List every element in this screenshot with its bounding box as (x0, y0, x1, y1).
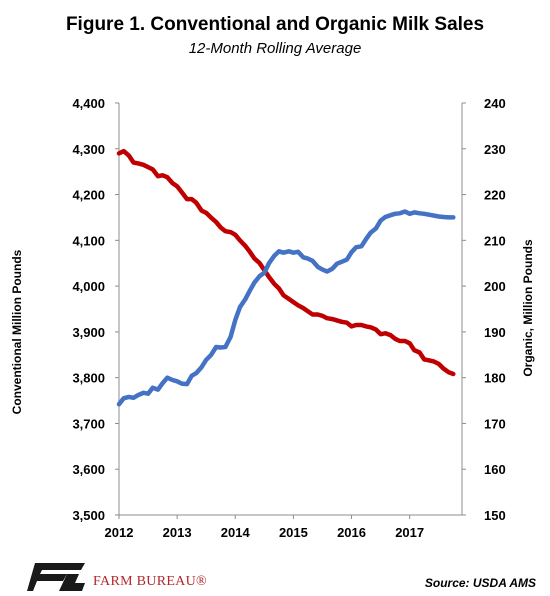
y-left-tick-label: 4,300 (72, 142, 105, 157)
chart-ticks: 3,500 3,600 3,700 3,800 3,900 4,000 4,100 4,200… (72, 96, 505, 540)
y-right-tick-label: 160 (484, 462, 506, 477)
x-tick-label: 2014 (221, 525, 251, 540)
y-right-tick-label: 200 (484, 279, 506, 294)
x-tick-label: 2015 (279, 525, 308, 540)
chart-series (116, 148, 456, 407)
chart-subtitle: 12-Month Rolling Average (188, 40, 362, 57)
y-axis-left-label: Conventional Million Pounds (10, 249, 24, 414)
chart-axes (118, 103, 463, 516)
y-right-tick-label: 220 (484, 188, 506, 203)
y-right-tick-label: 210 (484, 233, 506, 248)
conventional-sales-line (116, 148, 456, 377)
chart-title: Figure 1. Conventional and Organic Milk … (65, 14, 485, 35)
y-left-tick-label: 4,400 (72, 96, 105, 111)
organic-sales-line (116, 209, 456, 407)
y-right-tick-label: 240 (484, 96, 506, 111)
y-axis-right-label: Organic, Million Pounds (521, 239, 535, 377)
y-left-tick-label: 4,200 (72, 188, 105, 203)
y-left-tick-label: 4,100 (72, 233, 105, 248)
x-tick-label: 2012 (105, 525, 134, 540)
source-note: Source: USDA AMS (424, 576, 536, 590)
y-right-tick-label: 230 (484, 142, 506, 157)
y-right-tick-label: 150 (484, 508, 506, 523)
y-left-tick-label: 3,600 (72, 462, 105, 477)
y-left-tick-label: 3,800 (72, 371, 105, 386)
x-tick-label: 2017 (395, 525, 424, 540)
y-left-tick-label: 4,000 (72, 279, 105, 294)
y-right-tick-label: 190 (484, 325, 506, 340)
x-tick-label: 2013 (163, 525, 192, 540)
y-left-tick-label: 3,700 (72, 416, 105, 431)
farm-bureau-logo-icon (27, 563, 85, 591)
y-left-tick-label: 3,900 (72, 325, 105, 340)
brand-name: FARM BUREAU® (93, 574, 207, 589)
x-tick-label: 2016 (337, 525, 366, 540)
y-left-tick-label: 3,500 (72, 508, 105, 523)
y-right-tick-label: 170 (484, 416, 506, 431)
y-right-tick-label: 180 (484, 371, 506, 386)
